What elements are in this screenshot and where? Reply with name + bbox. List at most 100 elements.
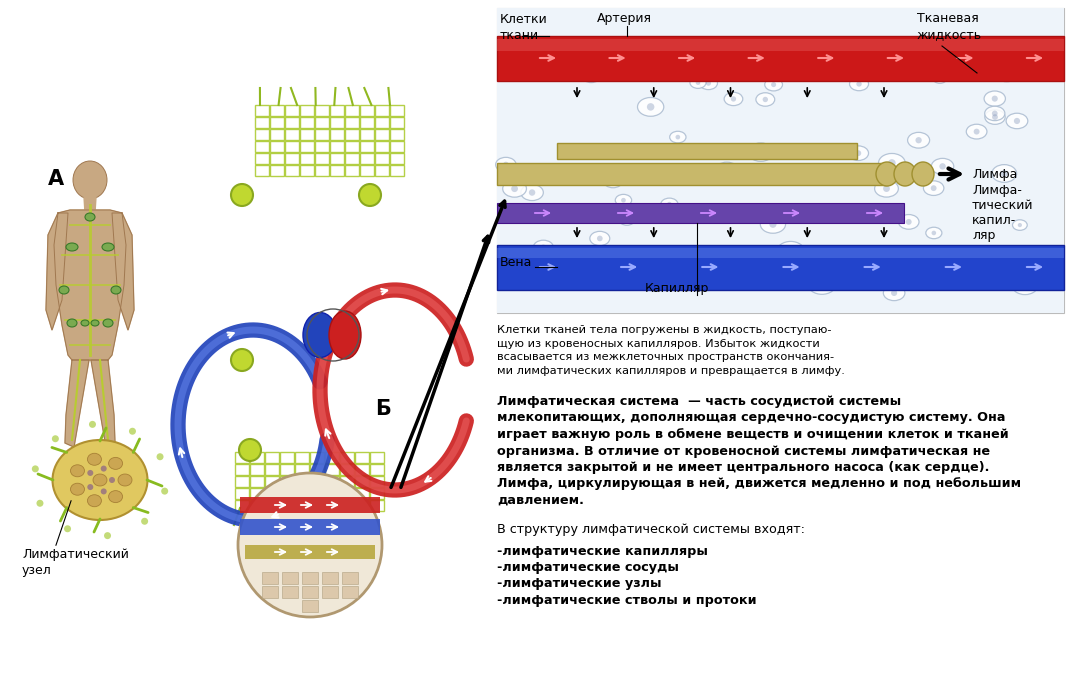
Bar	[315, 117, 329, 128]
Bar	[310, 488, 324, 499]
Ellipse shape	[590, 232, 610, 246]
Polygon shape	[46, 213, 68, 330]
Circle shape	[610, 178, 615, 184]
Bar	[355, 488, 369, 499]
Bar	[315, 165, 329, 176]
Text: является закрытой и не имеет центрального насоса (как сердце).: является закрытой и не имеет центральног…	[497, 461, 989, 474]
Circle shape	[589, 73, 594, 79]
Polygon shape	[66, 360, 89, 447]
Polygon shape	[112, 213, 134, 330]
Circle shape	[856, 81, 861, 87]
Bar	[340, 452, 354, 463]
Bar	[355, 452, 369, 463]
Ellipse shape	[912, 264, 935, 281]
Circle shape	[725, 66, 729, 71]
Ellipse shape	[723, 207, 744, 221]
Text: Лимфатическая система  — часть сосудистой системы: Лимфатическая система — часть сосудистой…	[497, 395, 901, 408]
Bar	[280, 488, 294, 499]
Circle shape	[723, 168, 730, 174]
Circle shape	[696, 80, 700, 85]
Ellipse shape	[918, 260, 933, 271]
Circle shape	[992, 114, 998, 120]
Polygon shape	[84, 197, 96, 213]
Circle shape	[540, 244, 547, 250]
Ellipse shape	[996, 66, 1018, 81]
Bar	[315, 153, 329, 164]
Circle shape	[1001, 170, 1007, 177]
Bar	[345, 105, 359, 116]
Bar	[295, 464, 309, 475]
Circle shape	[629, 67, 637, 74]
Bar	[285, 105, 299, 116]
Ellipse shape	[71, 465, 85, 476]
Bar	[330, 141, 344, 152]
Circle shape	[87, 484, 93, 490]
Bar	[270, 129, 284, 140]
Bar	[300, 141, 314, 152]
Circle shape	[1014, 118, 1020, 124]
Bar	[235, 464, 249, 475]
Circle shape	[52, 435, 59, 442]
Ellipse shape	[1012, 276, 1037, 295]
Bar	[325, 488, 339, 499]
Ellipse shape	[87, 454, 101, 465]
Ellipse shape	[750, 256, 766, 267]
Bar	[345, 153, 359, 164]
Circle shape	[763, 97, 768, 102]
Circle shape	[238, 473, 382, 617]
Bar	[371, 476, 384, 487]
Circle shape	[359, 184, 381, 206]
Bar	[497, 163, 887, 185]
Bar	[497, 245, 1064, 290]
Bar	[285, 129, 299, 140]
Ellipse shape	[777, 242, 804, 261]
Circle shape	[231, 349, 253, 371]
Circle shape	[108, 477, 115, 483]
Ellipse shape	[879, 153, 905, 172]
Bar	[240, 519, 380, 535]
Bar	[371, 452, 384, 463]
Circle shape	[756, 259, 760, 264]
Bar	[302, 586, 318, 598]
Circle shape	[161, 488, 169, 495]
Bar	[345, 129, 359, 140]
Bar	[325, 464, 339, 475]
Circle shape	[503, 162, 509, 168]
Ellipse shape	[852, 246, 873, 262]
Bar	[300, 153, 314, 164]
Circle shape	[104, 532, 111, 539]
Ellipse shape	[661, 198, 678, 211]
Ellipse shape	[71, 483, 85, 495]
Bar	[325, 476, 339, 487]
Bar	[255, 141, 268, 152]
Text: Лимфа-
тический
капил-
ляр: Лимфа- тический капил- ляр	[972, 184, 1033, 242]
Bar	[265, 476, 279, 487]
Circle shape	[974, 129, 979, 135]
Circle shape	[666, 171, 672, 178]
Bar	[265, 452, 279, 463]
Text: -лимфатические стволы и протоки: -лимфатические стволы и протоки	[497, 594, 756, 607]
Bar	[300, 105, 314, 116]
Circle shape	[920, 269, 927, 275]
Bar	[360, 105, 374, 116]
Bar	[255, 117, 268, 128]
Circle shape	[894, 253, 900, 260]
Bar	[285, 165, 299, 176]
Bar	[235, 488, 249, 499]
Ellipse shape	[985, 110, 1005, 125]
Bar	[270, 105, 284, 116]
Circle shape	[89, 421, 96, 428]
Text: Клетки
ткани: Клетки ткани	[500, 13, 548, 42]
Bar	[330, 105, 344, 116]
Ellipse shape	[720, 63, 735, 74]
Ellipse shape	[908, 133, 930, 148]
Circle shape	[891, 290, 897, 296]
Circle shape	[706, 81, 711, 85]
Bar	[375, 117, 389, 128]
Ellipse shape	[111, 286, 121, 294]
Ellipse shape	[714, 162, 739, 180]
Bar	[497, 39, 1064, 51]
Ellipse shape	[495, 157, 517, 172]
Text: играет важную роль в обмене веществ и очищении клеток и тканей: играет важную роль в обмене веществ и оч…	[497, 428, 1008, 441]
Bar	[285, 141, 299, 152]
